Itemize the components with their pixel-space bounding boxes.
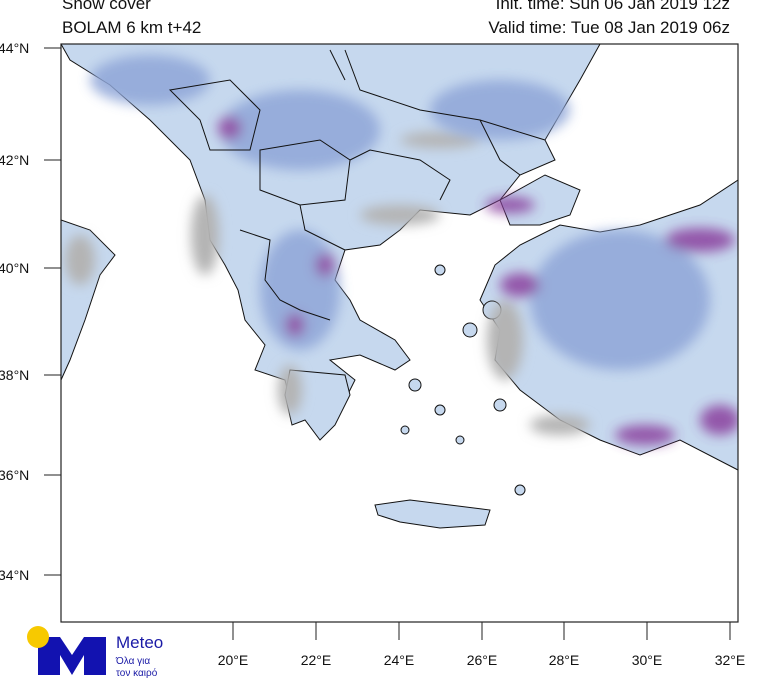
model-label: BOLAM 6 km t+42 [62,18,202,37]
logo-brand: Meteo [116,633,164,652]
lon-label: 24°E [384,652,415,668]
lon-label: 28°E [549,652,580,668]
lon-label: 22°E [301,652,332,668]
lon-label: 26°E [467,652,498,668]
lon-label: 32°E [715,652,746,668]
logo-tagline-1: Όλα για [116,656,151,667]
lat-label: 34°N [0,567,29,583]
lat-label: 40°N [0,260,29,276]
lat-label: 36°N [0,467,29,483]
lon-label: 30°E [632,652,663,668]
lat-label: 42°N [0,152,29,168]
lat-label: 44°N [0,40,29,56]
lat-label: 38°N [0,367,29,383]
logo-tagline-2: τον καιρό [116,668,158,679]
crete-land [374,499,491,529]
lon-label: 20°E [218,652,249,668]
meteo-logo [27,626,106,675]
init-time: Init. time: Sun 06 Jan 2019 12z [495,0,730,13]
map-title: Snow cover [62,0,151,13]
valid-time: Valid time: Tue 08 Jan 2019 06z [488,18,730,37]
